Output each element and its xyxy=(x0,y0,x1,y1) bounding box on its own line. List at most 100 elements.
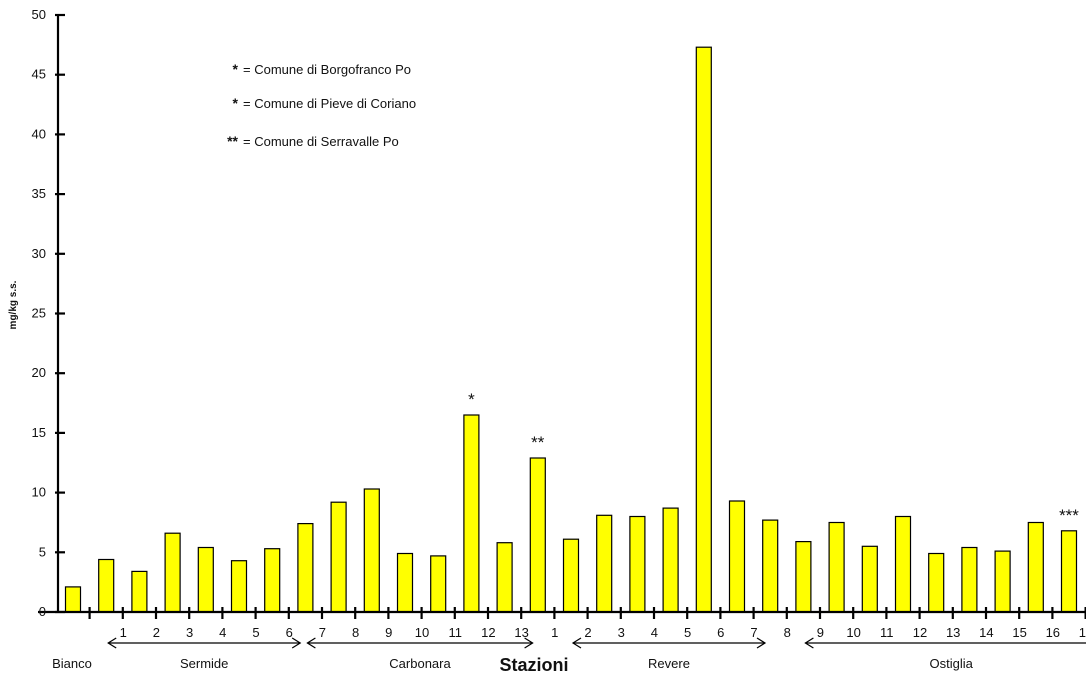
x-tick-label-21: 8 xyxy=(784,625,791,640)
x-tick-label-25: 12 xyxy=(913,625,927,640)
bar-11 xyxy=(430,555,447,613)
x-tick-label-2: 2 xyxy=(153,625,160,640)
bar-17 xyxy=(629,515,646,613)
bar-7 xyxy=(297,522,314,613)
legend-mark-1: * xyxy=(233,95,239,111)
x-tick-label-19: 6 xyxy=(717,625,724,640)
bar-21 xyxy=(762,519,779,613)
group-label-4: Ostiglia xyxy=(930,656,974,671)
legend-mark-0: * xyxy=(233,61,239,77)
y-tick-label-25: 25 xyxy=(32,306,46,321)
x-tick-label-29: 16 xyxy=(1046,625,1060,640)
x-tick-label-13: 13 xyxy=(514,625,528,640)
bar-28 xyxy=(994,550,1011,613)
legend-entry-1: = Comune di Pieve di Coriano xyxy=(243,96,416,111)
bar-30 xyxy=(1060,530,1078,613)
group-label-2: Carbonara xyxy=(389,656,451,671)
x-tick-label-26: 13 xyxy=(946,625,960,640)
x-tick-label-15: 2 xyxy=(584,625,591,640)
x-tick-label-18: 5 xyxy=(684,625,691,640)
x-tick-label-8: 8 xyxy=(352,625,359,640)
x-tick-label-3: 3 xyxy=(186,625,193,640)
bar-25 xyxy=(894,515,912,613)
y-tick-label-40: 40 xyxy=(32,126,46,141)
bar-9 xyxy=(363,488,380,613)
bar-27 xyxy=(961,546,978,613)
bar-20 xyxy=(728,500,746,613)
bar-12 xyxy=(463,414,480,613)
legend-entry-2: = Comune di Serravalle Po xyxy=(243,134,399,149)
group-arrow-left-2 xyxy=(306,637,316,649)
x-tick-label-23: 10 xyxy=(846,625,860,640)
axes-layer xyxy=(38,13,1086,649)
y-tick-label-5: 5 xyxy=(39,544,46,559)
x-tick-label-24: 11 xyxy=(880,625,894,640)
bar-14 xyxy=(529,457,546,613)
bar-23 xyxy=(828,521,845,613)
bar-19 xyxy=(695,46,712,613)
y-tick-label-50: 50 xyxy=(32,7,46,22)
x-tick-label-27: 14 xyxy=(979,625,993,640)
x-tick-label-10: 10 xyxy=(415,625,429,640)
x-tick-label-6: 6 xyxy=(286,625,293,640)
x-tick-label-11: 11 xyxy=(448,625,462,640)
bar-1 xyxy=(98,558,115,613)
x-tick-label-4: 4 xyxy=(219,625,226,640)
x-tick-label-22: 9 xyxy=(817,625,824,640)
bar-29 xyxy=(1027,521,1044,613)
bar-0 xyxy=(64,586,82,613)
y-tick-label-35: 35 xyxy=(32,186,46,201)
x-tick-label-1: 1 xyxy=(120,625,127,640)
labels-layer: mg/kg s.s. Stazioni 05101520253035404550… xyxy=(8,7,1086,675)
group-arrow-left-4 xyxy=(804,637,814,649)
x-tick-label-9: 9 xyxy=(385,625,392,640)
group-arrow-left-3 xyxy=(571,637,582,649)
bar-16 xyxy=(596,514,613,613)
group-arrow-right-3 xyxy=(756,637,767,649)
bars-layer xyxy=(64,46,1078,613)
bar-22 xyxy=(795,540,812,613)
bar-5 xyxy=(230,560,248,613)
group-arrow-right-1 xyxy=(291,637,302,649)
bar-10 xyxy=(396,552,414,613)
y-tick-label-45: 45 xyxy=(32,67,46,82)
y-tick-label-20: 20 xyxy=(32,365,46,380)
bar-3 xyxy=(164,532,181,613)
y-axis-title: mg/kg s.s. xyxy=(8,280,19,329)
x-tick-label-17: 4 xyxy=(651,625,658,640)
bar-15 xyxy=(562,538,580,613)
legend-entry-0: = Comune di Borgofranco Po xyxy=(243,62,411,77)
group-arrow-left-1 xyxy=(107,637,117,649)
x-tick-label-12: 12 xyxy=(481,625,495,640)
bar-6 xyxy=(264,548,281,613)
bar-18 xyxy=(662,507,679,613)
x-tick-label-28: 15 xyxy=(1012,625,1026,640)
group-arrow-right-2 xyxy=(524,637,534,649)
bar-annotation-1: ** xyxy=(531,433,545,452)
x-axis-title: Stazioni xyxy=(499,655,568,675)
bar-4 xyxy=(197,546,214,613)
bar-24 xyxy=(861,545,878,613)
legend-mark-2: ** xyxy=(227,133,238,149)
group-label-3: Revere xyxy=(648,656,690,671)
y-tick-label-0: 0 xyxy=(39,604,46,619)
bar-8 xyxy=(330,501,347,613)
x-tick-label-7: 7 xyxy=(319,625,326,640)
x-tick-label-20: 7 xyxy=(750,625,757,640)
x-tick-label-16: 3 xyxy=(618,625,625,640)
legend: * = Comune di Borgofranco Po * = Comune di … xyxy=(227,61,416,149)
bar-annotation-0: * xyxy=(468,390,475,409)
x-tick-label-14: 1 xyxy=(551,625,558,640)
y-tick-label-30: 30 xyxy=(32,246,46,261)
bar-annotation-2: *** xyxy=(1059,506,1079,525)
x-tick-label-30: 17 xyxy=(1079,625,1086,640)
bar-13 xyxy=(496,542,513,613)
bar-2 xyxy=(131,570,148,613)
group-label-1: Sermide xyxy=(180,656,228,671)
y-tick-label-15: 15 xyxy=(32,425,46,440)
x-tick-label-5: 5 xyxy=(252,625,259,640)
y-tick-label-10: 10 xyxy=(32,485,46,500)
group-label-0: Bianco xyxy=(52,656,92,671)
